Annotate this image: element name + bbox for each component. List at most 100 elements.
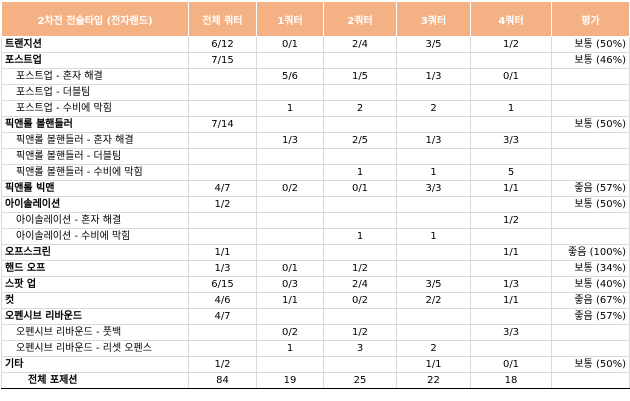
tactic-name: 아이솔레이션 - 수비에 막힘 — [1, 228, 189, 245]
q2-cell: 0/1 — [323, 180, 397, 197]
table-row: 픽앤롤 볼핸들러 - 수비에 막힘 1 1 5 — [1, 164, 630, 181]
total-cell: 6/12 — [188, 36, 257, 53]
q1-cell — [256, 116, 324, 133]
q3-cell: 1/1 — [396, 356, 471, 373]
q3-cell — [396, 52, 471, 69]
tactic-name: 오펜시브 리바운드 - 리셋 오펜스 — [1, 340, 189, 357]
q2-cell — [323, 84, 397, 101]
total-cell — [188, 84, 257, 101]
total-cell — [188, 100, 257, 117]
q4-cell: 1 — [470, 100, 552, 117]
q4-cell — [470, 260, 552, 277]
q1-cell — [256, 228, 324, 245]
table-row: 픽앤롤 빅맨 4/7 0/2 0/1 3/3 1/1 좋음 (57%) — [1, 180, 630, 197]
tactic-name: 오펜시브 리바운드 - 풋백 — [1, 324, 189, 341]
header-q4: 4쿼터 — [470, 1, 552, 37]
tactics-table: 2차전 전술타입 (전자랜드) 전체 쿼터 1쿼터 2쿼터 3쿼터 4쿼터 평가… — [1, 1, 630, 389]
rating-cell — [551, 68, 630, 85]
q3-cell: 2/2 — [396, 292, 471, 309]
q3-cell: 1 — [396, 164, 471, 181]
q4-cell — [470, 340, 552, 357]
total-cell — [188, 68, 257, 85]
q3-cell: 2 — [396, 340, 471, 357]
header-total: 전체 쿼터 — [188, 1, 257, 37]
table-row: 오펜시브 리바운드 - 리셋 오펜스 1 3 2 — [1, 340, 630, 357]
tactic-name: 픽앤롤 볼핸들러 - 수비에 막힘 — [1, 164, 189, 181]
q1-cell — [256, 212, 324, 229]
q4-cell: 3/3 — [470, 324, 552, 341]
total-cell — [188, 212, 257, 229]
q1-cell — [256, 244, 324, 261]
tactic-name: 아이솔레이션 - 혼자 해결 — [1, 212, 189, 229]
q1-cell — [256, 52, 324, 69]
tactic-name: 포스트업 - 혼자 해결 — [1, 68, 189, 85]
q4-cell: 3/3 — [470, 132, 552, 149]
rating-cell: 좋음 (57%) — [551, 180, 630, 197]
header-rating: 평가 — [551, 1, 630, 37]
q4-cell — [470, 84, 552, 101]
q1-cell: 0/2 — [256, 180, 324, 197]
table-row: 스팟 업 6/15 0/3 2/4 3/5 1/3 보통 (40%) — [1, 276, 630, 293]
rating-cell: 보통 (40%) — [551, 276, 630, 293]
tactic-name: 오펜시브 리바운드 — [1, 308, 189, 325]
q3-cell: 2 — [396, 100, 471, 117]
tactic-name: 아이솔레이션 — [1, 196, 189, 213]
q2-cell — [323, 356, 397, 373]
q1-cell — [256, 164, 324, 181]
tactic-name: 전체 포제션 — [1, 372, 189, 389]
q4-cell — [470, 308, 552, 325]
q4-cell: 1/1 — [470, 180, 552, 197]
q4-cell — [470, 196, 552, 213]
tactic-name: 픽앤롤 볼핸들러 - 더블팀 — [1, 148, 189, 165]
table-row: 오프스크린 1/1 1/1 좋음 (100%) — [1, 244, 630, 261]
total-cell: 4/6 — [188, 292, 257, 309]
table-row: 포스트업 - 혼자 해결 5/6 1/5 1/3 0/1 — [1, 68, 630, 85]
rating-cell — [551, 132, 630, 149]
q4-cell: 1/2 — [470, 36, 552, 53]
rating-cell: 보통 (34%) — [551, 260, 630, 277]
rating-cell: 보통 (50%) — [551, 36, 630, 53]
table-row: 오펜시브 리바운드 4/7 좋음 (57%) — [1, 308, 630, 325]
total-cell: 7/15 — [188, 52, 257, 69]
table-row: 오펜시브 리바운드 - 풋백 0/2 1/2 3/3 — [1, 324, 630, 341]
tactic-name: 포스트업 — [1, 52, 189, 69]
total-cell — [188, 148, 257, 165]
tactic-name: 포스트업 - 더블팀 — [1, 84, 189, 101]
rating-cell — [551, 212, 630, 229]
tactic-name: 오프스크린 — [1, 244, 189, 261]
rating-cell: 보통 (46%) — [551, 52, 630, 69]
q2-cell — [323, 308, 397, 325]
q3-cell: 3/3 — [396, 180, 471, 197]
q4-cell — [470, 116, 552, 133]
q3-cell — [396, 308, 471, 325]
q3-cell — [396, 84, 471, 101]
total-cell: 4/7 — [188, 180, 257, 197]
total-cell — [188, 164, 257, 181]
q1-cell: 0/2 — [256, 324, 324, 341]
q2-cell: 1/2 — [323, 324, 397, 341]
tactic-name: 포스트업 - 수비에 막힘 — [1, 100, 189, 117]
table-row: 컷 4/6 1/1 0/2 2/2 1/1 좋음 (67%) — [1, 292, 630, 309]
q2-cell: 1/2 — [323, 260, 397, 277]
table-row: 아이솔레이션 - 수비에 막힘 1 1 — [1, 228, 630, 245]
q1-cell: 0/1 — [256, 36, 324, 53]
table-row: 픽앤롤 볼핸들러 7/14 보통 (50%) — [1, 116, 630, 133]
table-row: 트랜지션 6/12 0/1 2/4 3/5 1/2 보통 (50%) — [1, 36, 630, 53]
q2-cell: 1 — [323, 164, 397, 181]
q3-cell — [396, 324, 471, 341]
q4-cell — [470, 148, 552, 165]
q3-cell — [396, 212, 471, 229]
q3-cell — [396, 244, 471, 261]
q1-cell — [256, 196, 324, 213]
q4-cell: 5 — [470, 164, 552, 181]
q1-cell: 0/3 — [256, 276, 324, 293]
table-body: 트랜지션 6/12 0/1 2/4 3/5 1/2 보통 (50%) 포스트업 7/15 보통 (… — [1, 36, 630, 389]
q2-cell — [323, 52, 397, 69]
q1-cell: 1/1 — [256, 292, 324, 309]
q3-cell: 1/3 — [396, 68, 471, 85]
rating-cell — [551, 372, 630, 389]
q3-cell — [396, 148, 471, 165]
total-cell — [188, 324, 257, 341]
q3-cell — [396, 116, 471, 133]
q2-cell — [323, 116, 397, 133]
